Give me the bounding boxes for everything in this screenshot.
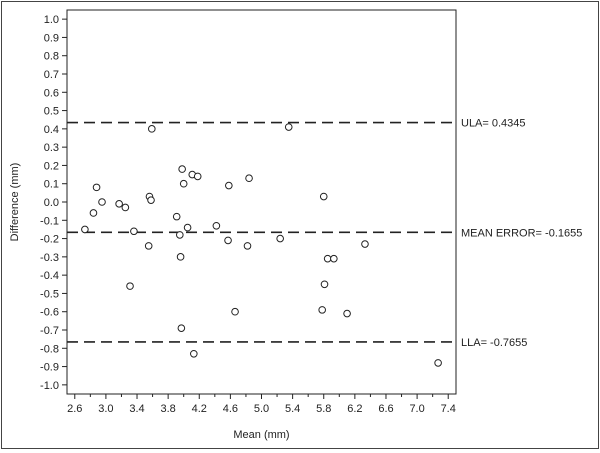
data-point [361,240,369,248]
data-point [434,359,442,367]
data-point [225,181,233,190]
data-point [177,324,186,332]
data-point [276,234,284,243]
x-tick-label: 4.2 [192,403,207,415]
x-tick-label: 5.4 [285,403,300,415]
x-tick-label: 2.6 [67,403,82,415]
y-axis: 1.0 0.9 0.8 0.7 0.6 0.5 0.4 0.3 0.2 0.1 0.0 -0.1 -0.… [40,14,67,392]
data-point [176,231,184,239]
data-point [231,307,239,316]
y-tick-label: 0.0 [44,197,59,209]
y-tick-label: -0.8 [40,343,59,355]
data-point [330,254,338,263]
x-tick-label: 5.8 [316,403,331,415]
data-point [144,242,153,250]
x-tick-label: 4.6 [223,403,238,415]
reference-line-label: ULA= 0.4345 [461,118,526,130]
y-axis-title: Difference (mm) [9,163,21,242]
data-point [178,165,186,173]
data-point [284,123,293,131]
data-point [243,242,252,250]
y-tick-label: -0.3 [40,252,59,264]
data-point [190,349,198,358]
data-point [130,227,138,236]
x-tick-label: 6.2 [347,403,362,415]
data-point [148,125,156,133]
y-tick-label: 0.9 [44,32,59,44]
y-tick-label: 0.6 [44,87,59,99]
data-point [323,254,332,263]
data-point [224,236,232,245]
data-point [126,282,134,290]
y-tick-label: -1.0 [40,380,59,392]
x-tick-label: 3.8 [160,403,175,415]
data-point [147,196,155,204]
reference-lines: ULA= 0.4345 MEAN ERROR= -0.1655 LLA= -0.76… [67,118,582,349]
data-point [245,174,253,183]
y-tick-label: -0.2 [40,234,59,246]
data-point [176,253,185,261]
y-tick-label: 0.4 [44,124,59,136]
y-tick-label: 0.1 [44,179,59,191]
y-tick-label: -0.6 [40,307,59,319]
y-tick-label: -0.7 [40,325,59,337]
data-point [319,192,328,201]
plot-area [66,9,457,395]
x-tick-label: 7.4 [441,403,456,415]
reference-line-label: LLA= -0.7655 [461,337,527,349]
data-point [318,306,326,314]
y-tick-label: 1.0 [44,14,59,26]
x-axis: 2.6 3.0 3.4 3.8 4.2 4.6 5.0 5.4 5.8 6.2 6.6 7.0 7.4 [67,394,456,415]
y-tick-label: -0.9 [40,362,59,374]
y-tick-label: 0.8 [44,51,59,63]
y-tick-label: 0.2 [44,160,59,172]
data-point [193,172,202,181]
y-tick-label: 0.5 [44,106,59,118]
x-axis-title: Mean (mm) [233,429,289,441]
data-point [121,203,130,212]
data-point [98,198,106,206]
data-point [183,223,192,232]
reference-line-label: MEAN ERROR= -0.1655 [461,227,582,239]
data-point [115,200,123,208]
data-point [89,209,98,217]
x-tick-label: 3.4 [129,403,144,415]
y-tick-label: -0.1 [40,215,59,227]
data-point [172,212,181,221]
x-tick-label: 3.0 [98,403,113,415]
y-tick-label: -0.4 [40,270,59,282]
y-tick-label: 0.7 [44,69,59,81]
x-tick-label: 7.0 [409,403,424,415]
data-point [179,179,188,188]
y-tick-label: 0.3 [44,142,59,154]
data-point [212,221,221,230]
data-point [92,183,101,192]
x-tick-label: 5.0 [254,403,269,415]
y-tick-label: -0.5 [40,288,59,300]
data-point [320,280,329,289]
x-tick-label: 6.6 [378,403,393,415]
data-points [81,123,442,367]
data-point [343,309,351,318]
bland-altman-plot: ULA= 0.4345 MEAN ERROR= -0.1655 LLA= -0.76… [9,9,582,441]
data-point [81,225,89,234]
